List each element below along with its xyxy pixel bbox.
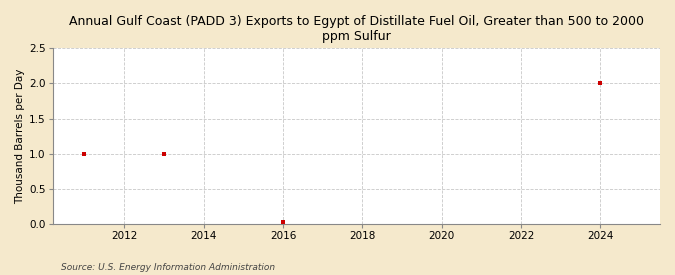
Point [277, 220, 288, 225]
Point [79, 152, 90, 156]
Point [595, 81, 606, 86]
Text: Source: U.S. Energy Information Administration: Source: U.S. Energy Information Administ… [61, 263, 275, 271]
Y-axis label: Thousand Barrels per Day: Thousand Barrels per Day [15, 68, 25, 204]
Point [159, 152, 169, 156]
Title: Annual Gulf Coast (PADD 3) Exports to Egypt of Distillate Fuel Oil, Greater than: Annual Gulf Coast (PADD 3) Exports to Eg… [69, 15, 644, 43]
